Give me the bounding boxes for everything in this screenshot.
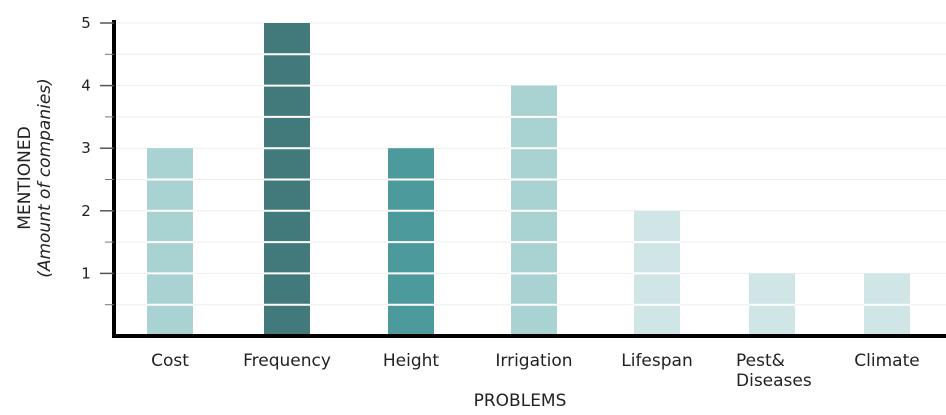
y-tick-label: 3 [81,139,91,157]
y-axis-subtitle: (Amount of companies) [35,78,55,278]
x-categories: Cost Frequency Height Irrigation Lifespan Pes… [151,351,920,391]
bar-1 [264,23,310,336]
bar-0 [147,148,193,336]
bar-3 [511,85,557,336]
x-category-label: Irrigation [495,351,572,371]
bar-5 [749,273,795,336]
x-category-label: Climate [854,351,919,371]
x-category-label: Frequency [243,351,331,371]
y-tick-label: 1 [81,264,91,282]
x-category-label: Height [383,351,440,371]
y-tick-label: 5 [81,14,91,32]
y-tick-label: 4 [81,77,91,95]
x-category-label: Cost [151,351,189,371]
y-axis-title: MENTIONED [15,126,35,229]
bars [147,23,910,336]
y-ticks: 1 2 3 4 5 [81,14,114,306]
y-tick-label: 2 [81,202,91,220]
x-axis-title: PROBLEMS [474,391,567,411]
bar-2 [388,148,434,336]
bar-6 [864,273,910,336]
x-category-label: Lifespan [621,351,692,371]
bar-4 [634,210,680,336]
x-category-label: Pest& Diseases [736,351,812,391]
